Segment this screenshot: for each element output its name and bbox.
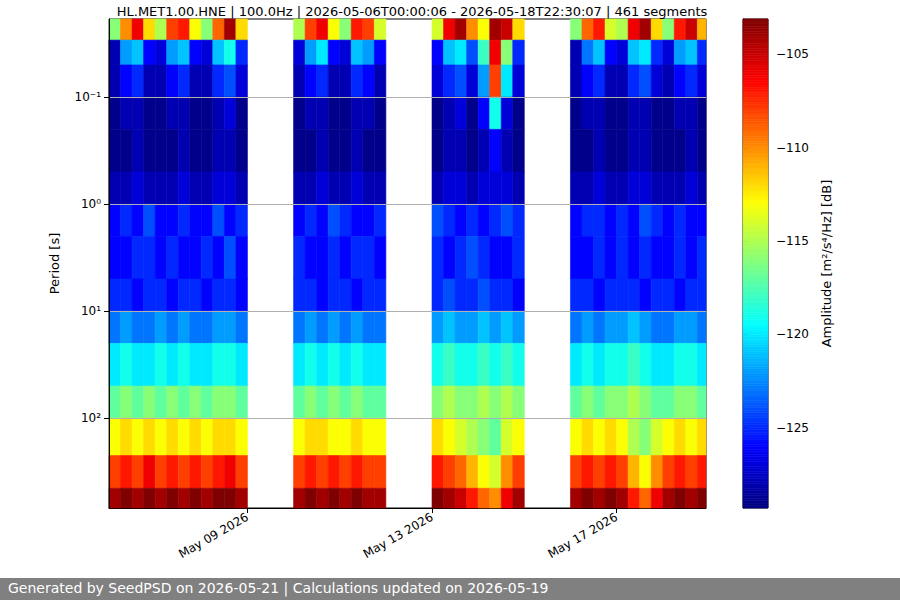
svg-text:10¹: 10¹ <box>81 304 101 318</box>
svg-text:May 13 2026: May 13 2026 <box>361 510 436 561</box>
svg-text:10²: 10² <box>81 411 101 425</box>
svg-text:−105: −105 <box>776 47 809 61</box>
svg-text:Amplitude [m²/s⁴/Hz] [dB]: Amplitude [m²/s⁴/Hz] [dB] <box>819 180 834 348</box>
svg-text:−120: −120 <box>776 327 809 341</box>
svg-text:−125: −125 <box>776 421 809 435</box>
svg-text:May 09 2026: May 09 2026 <box>176 510 251 561</box>
svg-text:Period [s]: Period [s] <box>47 233 62 295</box>
svg-text:−115: −115 <box>776 234 809 248</box>
svg-text:May 17 2026: May 17 2026 <box>545 510 620 561</box>
svg-text:−110: −110 <box>776 141 809 155</box>
svg-text:10⁰: 10⁰ <box>81 197 101 211</box>
svg-text:HL.MET1.00.HNE | 100.0Hz | 202: HL.MET1.00.HNE | 100.0Hz | 2026-05-06T00… <box>117 4 708 19</box>
svg-text:10⁻¹: 10⁻¹ <box>75 90 102 104</box>
svg-text:Generated by SeedPSD on 2026-0: Generated by SeedPSD on 2026-05-21 | Cal… <box>8 580 549 597</box>
